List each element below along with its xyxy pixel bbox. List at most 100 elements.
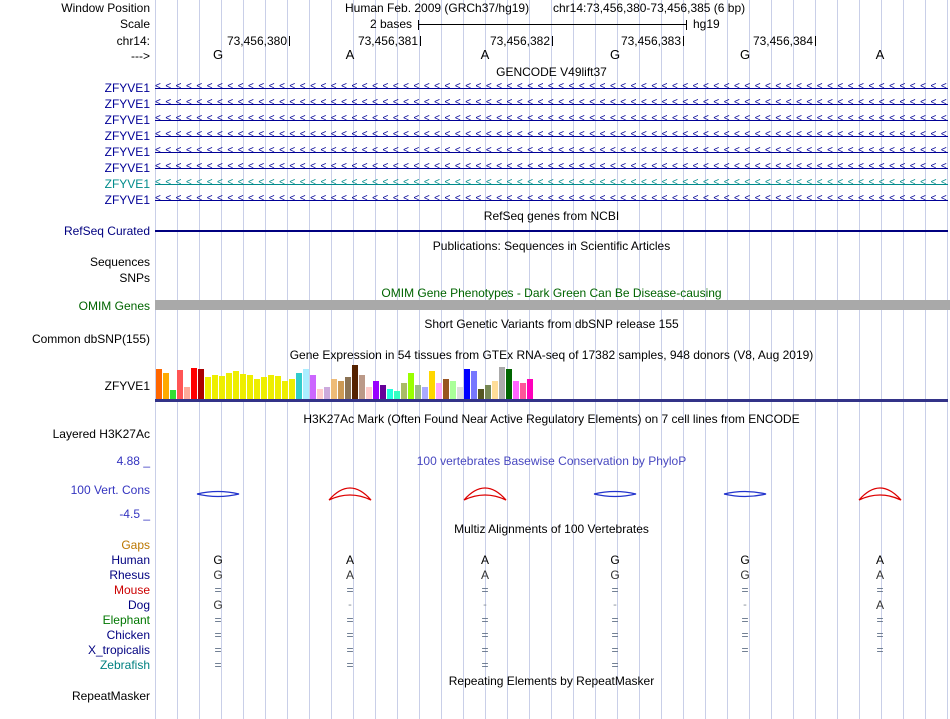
gtex-tissue-bar[interactable] [415, 385, 421, 399]
gtex-tissue-bar[interactable] [212, 375, 218, 399]
refseq-gene-line[interactable] [155, 230, 948, 232]
gtex-tissue-bar[interactable] [478, 389, 484, 399]
gencode-gene-line[interactable]: <<<<<<<<<<<<<<<<<<<<<<<<<<<<<<<<<<<<<<<<… [155, 129, 948, 143]
gtex-tissue-bar[interactable] [492, 381, 498, 399]
omim-title[interactable]: OMIM Gene Phenotypes - Dark Green Can Be… [381, 286, 722, 300]
gtex-tissue-bar[interactable] [233, 371, 239, 399]
repeatmasker-title[interactable]: Repeating Elements by RepeatMasker [448, 674, 655, 688]
dbsnp-label[interactable]: Common dbSNP(155) [31, 332, 150, 346]
multiz-species-label-rhesus[interactable]: Rhesus [109, 568, 150, 582]
gtex-tissue-bar[interactable] [380, 385, 386, 399]
gtex-tissue-bar[interactable] [219, 376, 225, 399]
gtex-tissue-bar[interactable] [240, 374, 246, 399]
multiz-species-label-zebrafish[interactable]: Zebrafish [99, 658, 150, 672]
gtex-tissue-bar[interactable] [387, 389, 393, 399]
gtex-tissue-bar[interactable] [310, 375, 316, 399]
publications-title[interactable]: Publications: Sequences in Scientific Ar… [432, 239, 671, 253]
conservation-glyph-neg[interactable] [591, 482, 639, 502]
multiz-species-label-elephant[interactable]: Elephant [102, 613, 150, 627]
gtex-tissue-bar[interactable] [408, 373, 414, 399]
gtex-baseline[interactable] [155, 399, 948, 402]
refseq-title[interactable]: RefSeq genes from NCBI [483, 209, 620, 223]
gtex-tissue-bar[interactable] [436, 383, 442, 399]
gtex-tissue-bar[interactable] [317, 389, 323, 399]
gtex-gene-label[interactable]: ZFYVE1 [104, 379, 150, 393]
gtex-tissue-bar[interactable] [177, 370, 183, 399]
gtex-tissue-bar[interactable] [422, 387, 428, 399]
gencode-gene-line[interactable]: <<<<<<<<<<<<<<<<<<<<<<<<<<<<<<<<<<<<<<<<… [155, 113, 948, 127]
gtex-tissue-bar[interactable] [324, 387, 330, 399]
gtex-tissue-bar[interactable] [331, 379, 337, 399]
snps-label[interactable]: SNPs [119, 271, 150, 285]
gtex-tissue-bar[interactable] [345, 377, 351, 399]
h3k27ac-label[interactable]: Layered H3K27Ac [52, 427, 150, 441]
gencode-gene-line[interactable]: <<<<<<<<<<<<<<<<<<<<<<<<<<<<<<<<<<<<<<<<… [155, 81, 948, 95]
gencode-item-label[interactable]: ZFYVE1 [104, 145, 150, 159]
gtex-tissue-bar[interactable] [527, 379, 533, 399]
gtex-tissue-bar[interactable] [338, 381, 344, 399]
gtex-tissue-bar[interactable] [464, 369, 470, 399]
repeatmasker-label[interactable]: RepeatMasker [71, 689, 150, 703]
gtex-tissue-bar[interactable] [226, 373, 232, 399]
gtex-tissue-bar[interactable] [394, 391, 400, 399]
gtex-tissue-bar[interactable] [471, 371, 477, 399]
phylop-title[interactable]: 100 vertebrates Basewise Conservation by… [416, 454, 687, 468]
gtex-tissue-bar[interactable] [506, 369, 512, 399]
multiz-species-label-chicken[interactable]: Chicken [106, 628, 150, 642]
dbsnp-title[interactable]: Short Genetic Variants from dbSNP releas… [424, 317, 679, 331]
conservation-glyph-neg[interactable] [721, 482, 769, 502]
gencode-item-label[interactable]: ZFYVE1 [104, 97, 150, 111]
gtex-tissue-bar[interactable] [443, 379, 449, 399]
gencode-item-label[interactable]: ZFYVE1 [104, 177, 150, 191]
conservation-glyph-neg[interactable] [194, 482, 242, 502]
gencode-item-label[interactable]: ZFYVE1 [104, 161, 150, 175]
gtex-tissue-bar[interactable] [191, 368, 197, 399]
refseq-curated-label[interactable]: RefSeq Curated [63, 224, 150, 238]
gtex-tissue-bar[interactable] [205, 377, 211, 399]
multiz-species-label-mouse[interactable]: Mouse [113, 583, 150, 597]
gtex-tissue-bar[interactable] [450, 381, 456, 399]
gtex-tissue-bar[interactable] [261, 377, 267, 399]
gtex-tissue-bar[interactable] [429, 371, 435, 399]
gtex-tissue-bar[interactable] [359, 375, 365, 399]
gtex-tissue-bar[interactable] [520, 383, 526, 399]
gtex-tissue-bar[interactable] [303, 369, 309, 399]
omim-genes-label[interactable]: OMIM Genes [78, 299, 150, 313]
conservation-glyph-pos[interactable] [326, 482, 374, 502]
gencode-title[interactable]: GENCODE V49lift37 [496, 65, 607, 79]
gencode-item-label[interactable]: ZFYVE1 [104, 129, 150, 143]
gtex-tissue-bar[interactable] [513, 381, 519, 399]
gtex-tissue-bar[interactable] [373, 381, 379, 399]
gencode-gene-line[interactable]: <<<<<<<<<<<<<<<<<<<<<<<<<<<<<<<<<<<<<<<<… [155, 161, 948, 175]
h3k27ac-title[interactable]: H3K27Ac Mark (Often Found Near Active Re… [303, 412, 800, 426]
gtex-tissue-bar[interactable] [296, 373, 302, 399]
phylop-track-label[interactable]: 100 Vert. Cons [70, 483, 150, 497]
gtex-tissue-bar[interactable] [247, 375, 253, 399]
gencode-item-label[interactable]: ZFYVE1 [104, 193, 150, 207]
multiz-species-label-human[interactable]: Human [111, 553, 150, 567]
gencode-gene-line[interactable]: <<<<<<<<<<<<<<<<<<<<<<<<<<<<<<<<<<<<<<<<… [155, 97, 948, 111]
gtex-tissue-bar[interactable] [401, 383, 407, 399]
gencode-item-label[interactable]: ZFYVE1 [104, 113, 150, 127]
gtex-tissue-bar[interactable] [163, 373, 169, 399]
conservation-glyph-pos[interactable] [461, 482, 509, 502]
multiz-species-label-xtropicalis[interactable]: X_tropicalis [87, 643, 150, 657]
multiz-species-label-gaps[interactable]: Gaps [121, 538, 150, 552]
gencode-gene-line[interactable]: <<<<<<<<<<<<<<<<<<<<<<<<<<<<<<<<<<<<<<<<… [155, 177, 948, 191]
gtex-tissue-bar[interactable] [268, 375, 274, 399]
sequences-label[interactable]: Sequences [89, 255, 150, 269]
conservation-glyph-pos[interactable] [856, 482, 904, 502]
gtex-tissue-bar[interactable] [352, 365, 358, 399]
gencode-gene-line[interactable]: <<<<<<<<<<<<<<<<<<<<<<<<<<<<<<<<<<<<<<<<… [155, 145, 948, 159]
multiz-title[interactable]: Multiz Alignments of 100 Vertebrates [454, 522, 649, 536]
gtex-tissue-bar[interactable] [366, 387, 372, 399]
gtex-tissue-bar[interactable] [457, 387, 463, 399]
gtex-title[interactable]: Gene Expression in 54 tissues from GTEx … [289, 348, 814, 362]
gtex-tissue-bar[interactable] [170, 390, 176, 399]
gencode-item-label[interactable]: ZFYVE1 [104, 81, 150, 95]
gtex-tissue-bar[interactable] [499, 367, 505, 399]
gencode-gene-line[interactable]: <<<<<<<<<<<<<<<<<<<<<<<<<<<<<<<<<<<<<<<<… [155, 193, 948, 207]
gtex-tissue-bar[interactable] [156, 369, 162, 399]
gtex-tissue-bar[interactable] [282, 381, 288, 399]
omim-gene-bar[interactable] [155, 300, 950, 310]
